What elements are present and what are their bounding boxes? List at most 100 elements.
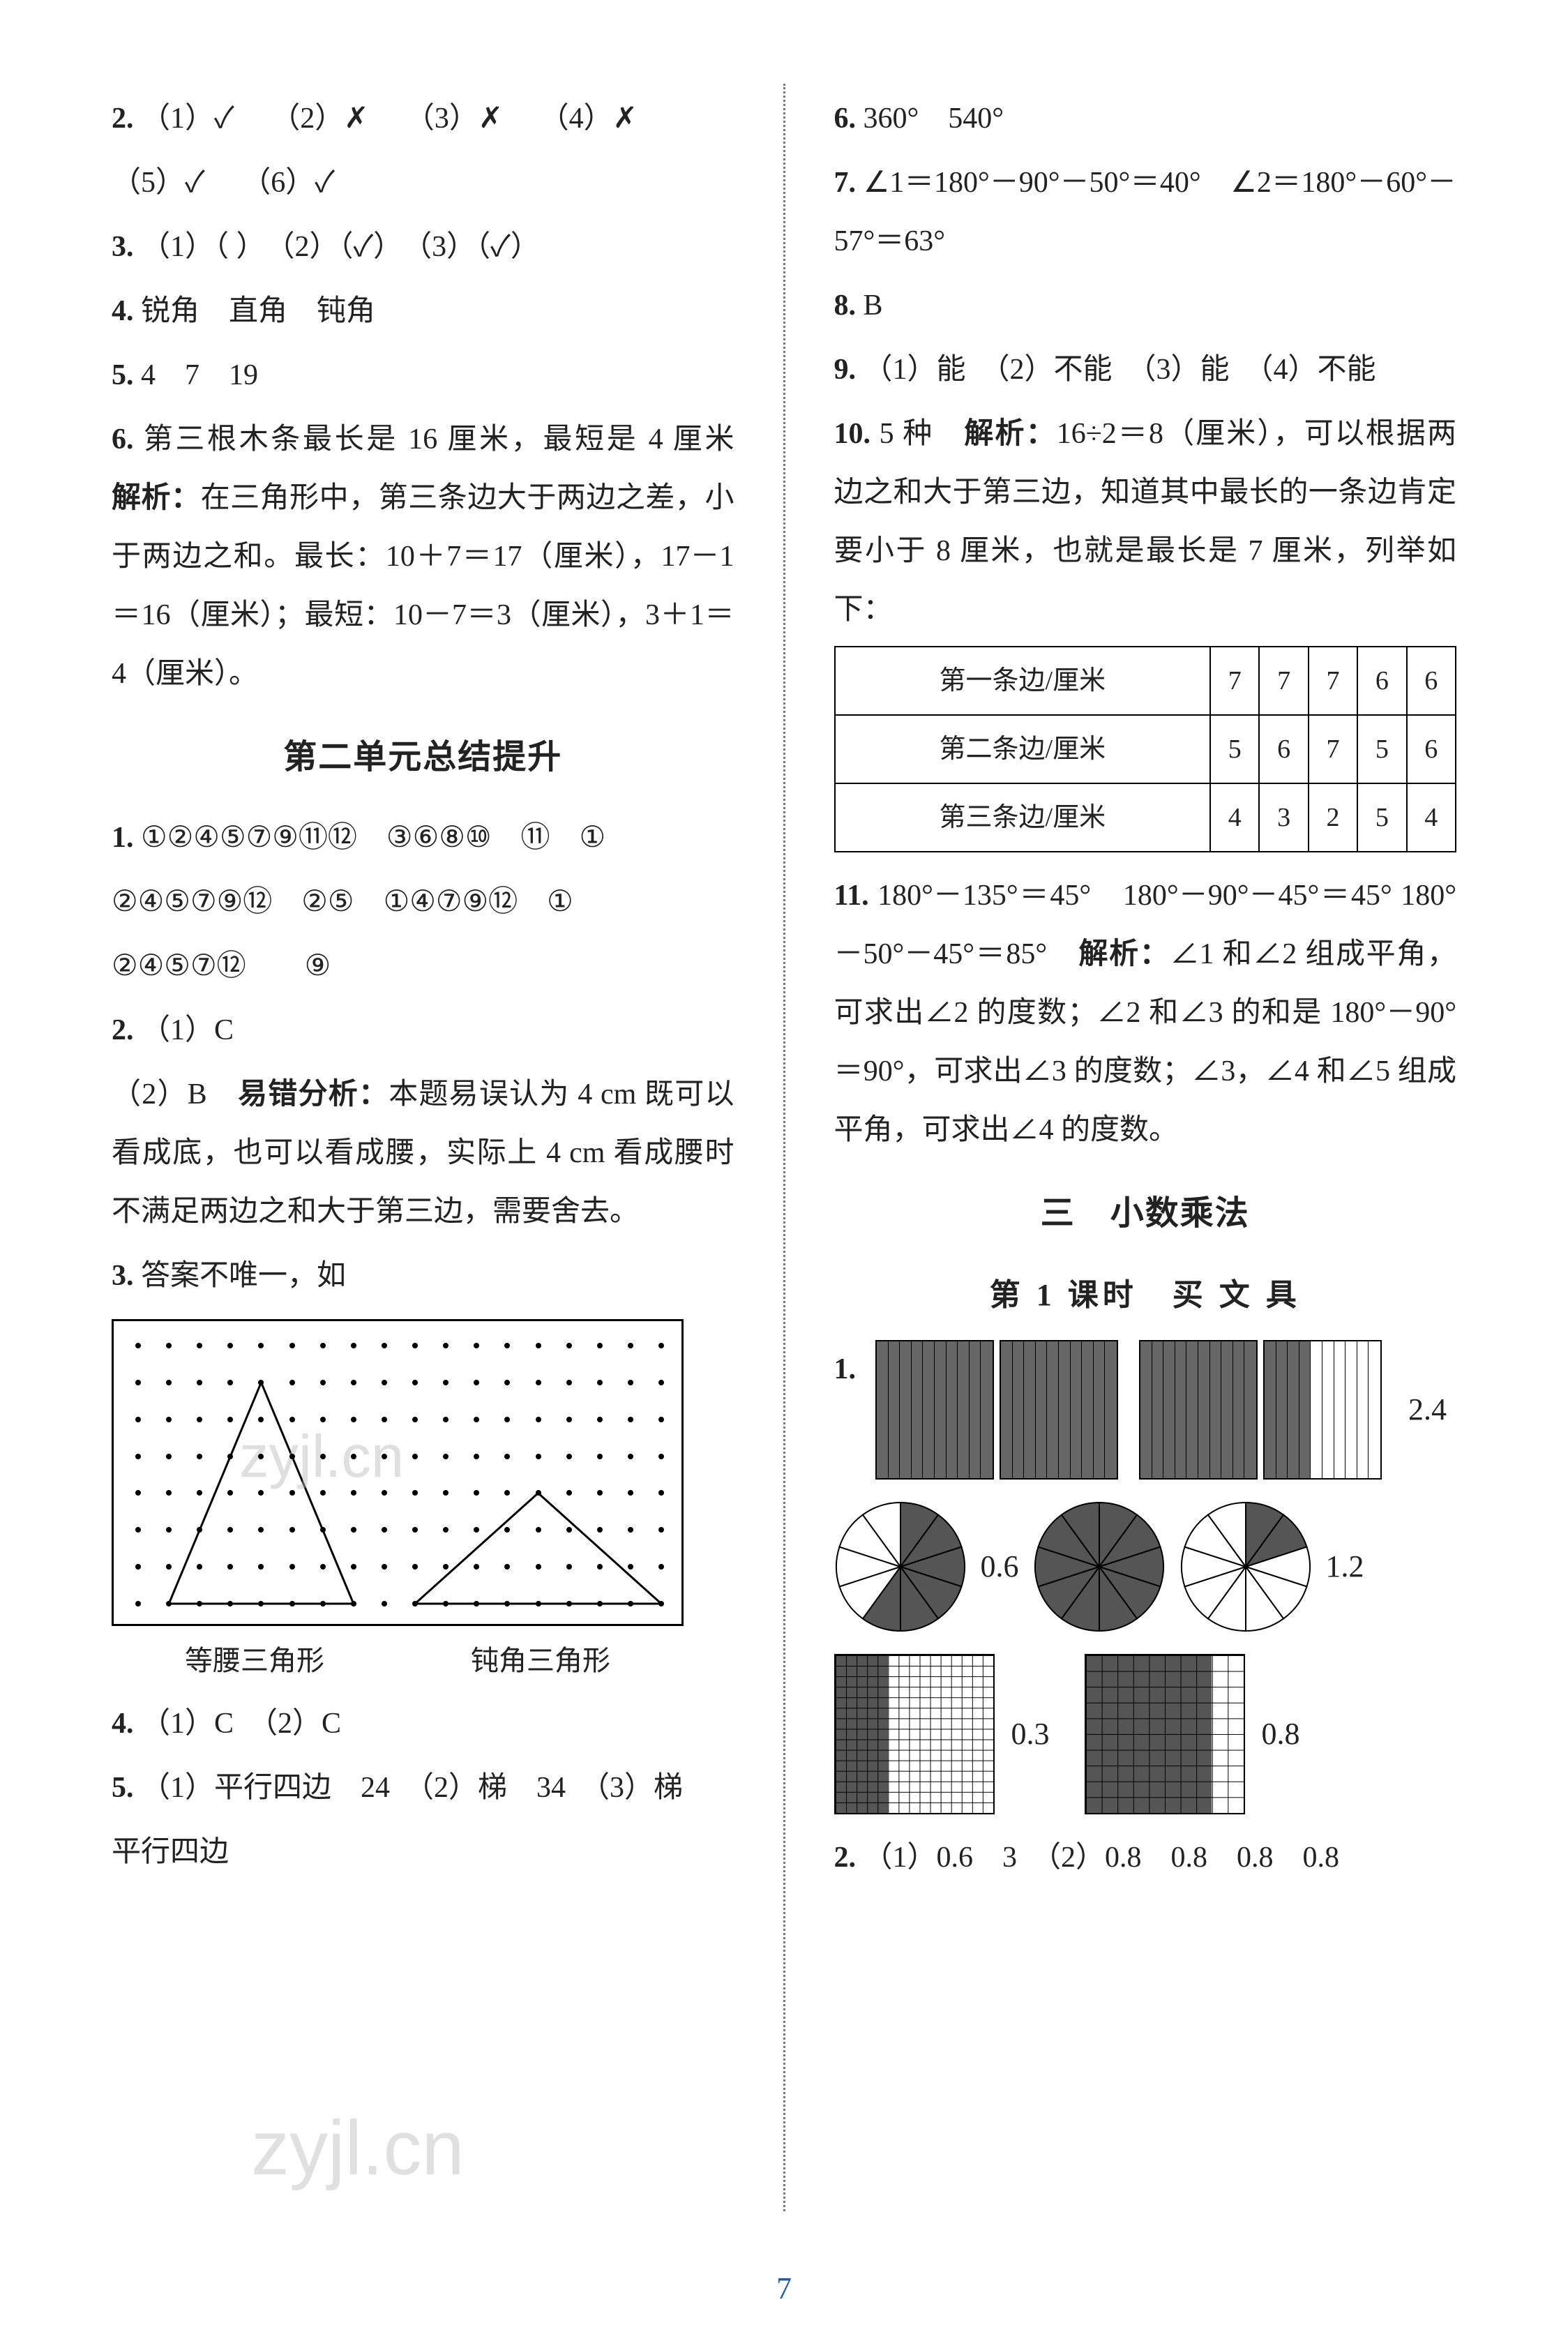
triangle-labels: 等腰三角形 钝角三角形: [112, 1633, 684, 1689]
table-row-label: 第一条边/厘米: [835, 647, 1211, 715]
r-v2-text: （1）0.6 3 （2）0.8 0.8 0.8 0.8: [864, 1842, 1340, 1874]
bar-pair: [875, 1340, 1118, 1480]
r-q6: 6. 360° 540°: [834, 89, 1457, 148]
r-q11-bold: 解析：: [1078, 938, 1170, 970]
unit3-heading: 三 小数乘法: [834, 1180, 1457, 1247]
column-divider: [783, 84, 785, 2211]
r-q7-text: ∠1＝180°－90°－50°＝40° ∠2＝180°－60°－57°＝63°: [834, 167, 1457, 257]
r-q10: 10. 5 种 解析：16÷2＝8（厘米），可以根据两边之和大于第三边，知道其中…: [834, 405, 1457, 639]
u2-q2-t1: （1）C: [141, 1014, 234, 1046]
q4-num: 4.: [112, 295, 134, 327]
viz-grids-row: 0.3 0.8: [834, 1654, 1457, 1814]
tenth-square: [1139, 1340, 1258, 1480]
q2-p4: （4）✗: [540, 103, 638, 135]
q4-text: 锐角 直角 钝角: [141, 295, 375, 327]
table-cell: 5: [1357, 715, 1406, 783]
r-q11: 11. 180°－135°＝45° 180°－90°－45°＝45° 180°－…: [834, 866, 1457, 1159]
watermark-bottom: zyjl.cn: [251, 2072, 465, 2225]
r-v2-num: 2.: [834, 1842, 857, 1874]
grid-wrap: 0.3: [834, 1654, 1050, 1814]
r-q8-text: B: [864, 289, 883, 322]
table-cell: 7: [1309, 715, 1357, 783]
q2-num: 2.: [112, 103, 134, 135]
u2-q4-text: （1）C （2）C: [141, 1708, 341, 1740]
pie-chart: [1179, 1500, 1312, 1633]
table-cell: 6: [1407, 715, 1456, 783]
table-cell: 5: [1357, 783, 1406, 852]
q2-line2: （5）✓ （6）✓: [112, 153, 734, 212]
table-cell: 7: [1259, 647, 1308, 715]
right-column: 6. 360° 540° 7. ∠1＝180°－90°－50°＝40° ∠2＝1…: [834, 84, 1457, 2211]
page-number: 7: [776, 2271, 792, 2306]
r-q8-num: 8.: [834, 289, 857, 322]
edge-table: 第一条边/厘米77766第二条边/厘米56756第三条边/厘米43254: [834, 646, 1457, 852]
u2-q4: 4. （1）C （2）C: [112, 1694, 734, 1753]
u2-q5b: 平行四边: [112, 1823, 734, 1881]
table-cell: 5: [1210, 715, 1259, 783]
pie-wrap: 0.6: [834, 1500, 1019, 1633]
q2-p1: （1）✓: [141, 103, 234, 135]
u2-q5-num: 5.: [112, 1772, 134, 1804]
q3-text: （1）（ ） （2）（✓） （3）（✓）: [141, 231, 540, 263]
u2-q1-l3: ②④⑤⑦⑫ ⑨: [112, 937, 734, 995]
table-cell: 3: [1259, 783, 1308, 852]
columns: 2. （1）✓ （2）✗ （3）✗ （4）✗ （5）✓ （6）✓ 3. （1）（…: [112, 84, 1456, 2211]
u2-q5: 5. （1）平行四边 24 （2）梯 34 （3）梯: [112, 1759, 734, 1817]
r-q6-text: 360° 540°: [864, 103, 1004, 135]
q6: 6. 第三根木条最长是 16 厘米，最短是 4 厘米 解析：在三角形中，第三条边…: [112, 410, 734, 703]
table-cell: 6: [1407, 647, 1456, 715]
q6-num: 6.: [112, 423, 134, 456]
r-q11-l1: 180°－135°＝45° 180°－90°－45°＝45°: [877, 880, 1392, 912]
v1-num: 1.: [834, 1340, 857, 1399]
q2-p6: （6）✓: [241, 167, 335, 199]
r-q9: 9. （1）能 （2）不能 （3）能 （4）不能: [834, 340, 1457, 399]
q5-text: 4 7 19: [141, 359, 258, 391]
grid-label: 0.8: [1262, 1703, 1300, 1765]
tri-label-obt: 钝角三角形: [398, 1633, 684, 1689]
triangle-svg: [114, 1321, 686, 1628]
u2-q1-t1: ①②④⑤⑦⑨⑪⑫ ③⑥⑧⑩ ⑪ ①: [141, 822, 605, 854]
table-cell: 6: [1357, 647, 1406, 715]
q6-line2: 米: [704, 423, 763, 456]
q6-line1: 第三根木条最长是 16 厘米，最短是 4 厘: [144, 423, 705, 456]
u2-q2-t2a: （2）B: [112, 1078, 238, 1111]
u2-q1-l1: 1. ①②④⑤⑦⑨⑪⑫ ③⑥⑧⑩ ⑪ ①: [112, 808, 734, 867]
table-cell: 2: [1309, 783, 1357, 852]
u2-q2-num: 2.: [112, 1014, 134, 1046]
q2-p5: （5）✓: [112, 167, 205, 199]
viz-bars-row: 1. 2.4: [834, 1340, 1457, 1480]
r-q10-num: 10.: [834, 418, 871, 450]
viz-pies-row: 0.6 1.2: [834, 1500, 1457, 1633]
r-q10-lead: 5 种: [880, 418, 965, 450]
r-q7: 7. ∠1＝180°－90°－50°＝40° ∠2＝180°－60°－57°＝6…: [834, 153, 1457, 271]
pie-wrap: 1.2: [1179, 1500, 1364, 1633]
u2-q4-num: 4.: [112, 1708, 134, 1740]
bars-host: [875, 1340, 1382, 1480]
table-cell: 7: [1309, 647, 1357, 715]
table-row-label: 第二条边/厘米: [835, 715, 1211, 783]
hundred-grid: [834, 1654, 995, 1814]
q2-line1: 2. （1）✓ （2）✗ （3）✗ （4）✗: [112, 89, 734, 148]
u2-q1-num: 1.: [112, 822, 134, 854]
table-cell: 7: [1210, 647, 1259, 715]
q6-rest: 在三角形中，第三条边大于两边之差，小于两边之和。最长：10＋7＝17（厘米），1…: [112, 482, 734, 690]
q3-num: 3.: [112, 231, 134, 263]
q5-num: 5.: [112, 359, 134, 391]
r-q11-num: 11.: [834, 880, 869, 912]
q3: 3. （1）（ ） （2）（✓） （3）（✓）: [112, 218, 734, 276]
pie-label: 0.6: [981, 1536, 1019, 1597]
u2-q2-p2: （2）B 易错分析：本题易误认为 4 cm 既可以看成底，也可以看成腰，实际上 …: [112, 1065, 734, 1241]
u2-q1-l2: ②④⑤⑦⑨⑫ ②⑤ ①④⑦⑨⑫ ①: [112, 873, 734, 931]
r-v2: 2. （1）0.6 3 （2）0.8 0.8 0.8 0.8: [834, 1828, 1457, 1887]
u2-q2-p1: 2. （1）C: [112, 1001, 734, 1060]
hundred-grid: [1085, 1654, 1245, 1814]
grid-wrap: 0.8: [1085, 1654, 1300, 1814]
left-column: 2. （1）✓ （2）✗ （3）✗ （4）✗ （5）✓ （6）✓ 3. （1）（…: [112, 84, 734, 2211]
bars-label: 2.4: [1408, 1379, 1447, 1440]
q5: 5. 4 7 19: [112, 346, 734, 405]
q4: 4. 锐角 直角 钝角: [112, 282, 734, 340]
u2-q3-num: 3.: [112, 1260, 134, 1292]
tenth-square: [1000, 1340, 1118, 1480]
grid-label: 0.3: [1011, 1703, 1050, 1765]
r-q10-bold: 解析：: [964, 418, 1056, 450]
